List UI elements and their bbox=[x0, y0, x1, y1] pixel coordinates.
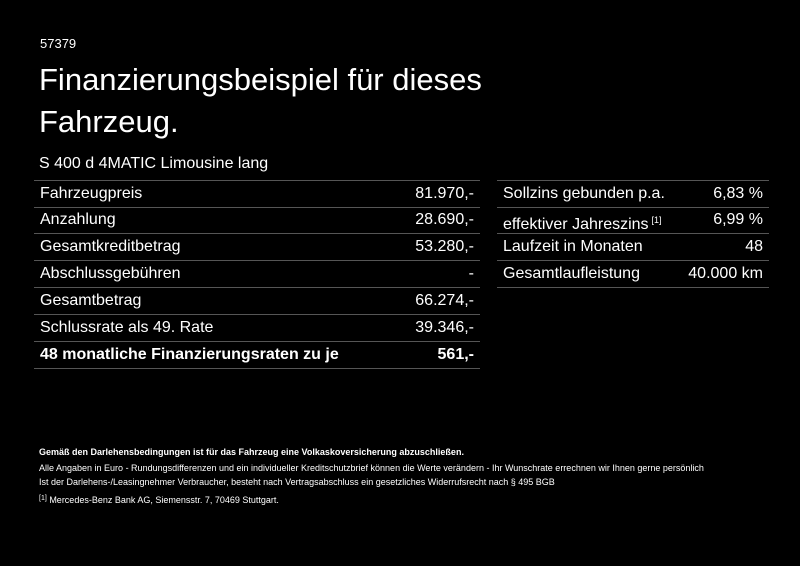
note: Ist der Darlehens-/Leasingnehmer Verbrau… bbox=[39, 477, 555, 487]
model: S 400 d 4MATIC Limousine lang bbox=[39, 155, 269, 172]
table-row: Fahrzeugpreis 81.970,- bbox=[34, 180, 480, 208]
row-label: Laufzeit in Monaten bbox=[503, 234, 643, 260]
label-text: Sollzins gebunden p.a. bbox=[503, 185, 665, 202]
table-row: Anzahlung 28.690,- bbox=[34, 207, 480, 234]
row-label: Fahrzeugpreis bbox=[40, 185, 143, 202]
table-row: Laufzeit in Monaten 48 bbox=[497, 234, 769, 261]
row-label: Sollzins gebunden p.a. bbox=[503, 181, 665, 207]
row-value: 39.346,- bbox=[415, 319, 474, 336]
row-label: effektiver Jahreszins [1] bbox=[503, 207, 662, 238]
row-label: Gesamtbetrag bbox=[40, 292, 142, 309]
title: Fahrzeug. bbox=[39, 104, 179, 139]
row-value: 53.280,- bbox=[415, 238, 474, 255]
row-value: 81.970,- bbox=[415, 185, 474, 202]
footnote-ref: [1] bbox=[651, 215, 662, 225]
offer-id: 57379 bbox=[40, 36, 77, 51]
row-value: 561,- bbox=[437, 346, 474, 363]
row-value: 48 bbox=[745, 238, 763, 255]
footnote-mark: [1] bbox=[39, 495, 47, 502]
footnote: [1] Mercedes-Benz Bank AG, Siemensstr. 7… bbox=[39, 495, 279, 505]
row-label: 48 monatliche Finanzierungsraten zu je bbox=[40, 346, 339, 363]
table-row: Sollzins gebunden p.a. 6,83 % bbox=[497, 180, 769, 208]
table-row: effektiver Jahreszins [1] 6,99 % bbox=[497, 207, 769, 234]
label-text: Laufzeit in Monaten bbox=[503, 238, 643, 255]
table-row: Abschlussgebühren - bbox=[34, 261, 480, 288]
row-label: Gesamtkreditbetrag bbox=[40, 238, 181, 255]
row-value: - bbox=[468, 265, 474, 282]
footnote-text: Mercedes-Benz Bank AG, Siemensstr. 7, 70… bbox=[49, 495, 279, 505]
note: Alle Angaben in Euro - Rundungsdifferenz… bbox=[39, 463, 704, 473]
row-value: 66.274,- bbox=[415, 292, 474, 309]
row-value: 40.000 km bbox=[688, 265, 763, 282]
title: Finanzierungsbeispiel für dieses bbox=[39, 62, 482, 97]
table-row: Gesamtkreditbetrag 53.280,- bbox=[34, 234, 480, 261]
row-label: Schlussrate als 49. Rate bbox=[40, 319, 214, 336]
table-row: Gesamtlaufleistung 40.000 km bbox=[497, 261, 769, 288]
table-row: 48 monatliche Finanzierungsraten zu je 56… bbox=[34, 342, 480, 369]
note: Gemäß den Darlehensbedingungen ist für d… bbox=[39, 447, 464, 457]
row-label: Anzahlung bbox=[40, 211, 116, 228]
label-text: Gesamtlaufleistung bbox=[503, 265, 640, 282]
table-row: Schlussrate als 49. Rate 39.346,- bbox=[34, 315, 480, 342]
row-value: 28.690,- bbox=[415, 211, 474, 228]
row-value: 6,99 % bbox=[713, 211, 763, 228]
row-value: 6,83 % bbox=[713, 185, 763, 202]
row-label: Gesamtlaufleistung bbox=[503, 261, 640, 287]
row-label: Abschlussgebühren bbox=[40, 265, 181, 282]
table-row: Gesamtbetrag 66.274,- bbox=[34, 288, 480, 315]
label-text: effektiver Jahreszins bbox=[503, 216, 649, 233]
